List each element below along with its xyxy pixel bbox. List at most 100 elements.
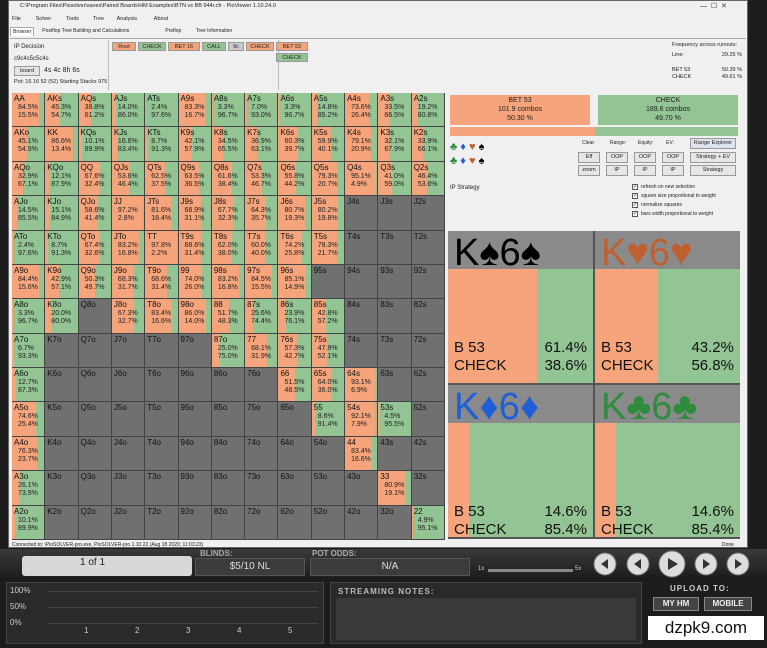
menu-item[interactable]: Analysis <box>116 16 138 22</box>
summary-box[interactable]: BET 53 101.9 combos 50.30 % <box>450 95 590 125</box>
hand-cell[interactable]: 93.1% 6.9% 64s <box>345 368 378 402</box>
hand-cell[interactable]: 86.0% 14.0% 98o <box>178 299 211 333</box>
hand-cell[interactable]: 72s <box>411 333 444 368</box>
hand-cell[interactable]: Q3o <box>78 471 111 505</box>
hand-cell[interactable]: 97.8% 2.2% TT <box>145 230 178 264</box>
hand-cell[interactable]: 2.4% 97.6% ATo <box>12 230 45 264</box>
playback-buttons[interactable] <box>590 550 750 580</box>
hand-cell[interactable]: J6o <box>111 368 145 402</box>
hand-cell[interactable]: 85o <box>211 402 245 436</box>
hand-cell[interactable]: 8.7% 91.3% KTs <box>145 127 178 161</box>
hand-cell[interactable]: 58.6% 41.4% QJo <box>78 196 111 230</box>
hand-cell[interactable]: 14.0% 86.0% AJs <box>111 93 145 127</box>
hand-cell[interactable]: 84.5% 15.5% AA <box>12 93 45 127</box>
hand-cell[interactable]: 95.1% 4.9% Q4s <box>345 161 378 196</box>
hand-cell[interactable]: 67.7% 32.3% J8s <box>211 196 245 230</box>
hand-cell[interactable]: 96o <box>178 368 211 402</box>
action-button[interactable]: CHECK <box>138 42 166 51</box>
hand-cell[interactable]: T2o <box>145 505 178 539</box>
window-controls[interactable]: — ☐ ✕ <box>700 3 727 10</box>
hand-cell[interactable]: 32.1% 67.9% K3s <box>378 127 411 161</box>
hand-cell[interactable]: 2.4% 97.6% ATs <box>145 93 178 127</box>
board-button[interactable]: board <box>14 66 40 76</box>
hand-cell[interactable]: 8.7% 91.3% KTo <box>45 230 78 264</box>
hand-cell[interactable]: J3s <box>378 196 411 230</box>
hand-cell[interactable]: 25.0% 75.0% 87o <box>211 333 245 368</box>
hand-cell[interactable]: 62.0% 38.0% T8s <box>211 230 245 264</box>
hand-cell[interactable]: 68.9% 31.1% J9s <box>178 196 211 230</box>
hand-cell[interactable]: T6o <box>145 368 178 402</box>
hand-cell[interactable]: J5o <box>111 402 145 436</box>
hand-cell[interactable]: 76.3% 23.7% A4o <box>12 436 45 471</box>
hand-cell[interactable]: 32o <box>378 505 411 539</box>
control-button[interactable]: zoom <box>578 165 600 176</box>
menu-item[interactable]: Solver <box>35 16 52 22</box>
hand-cell[interactable]: 64o <box>278 436 311 471</box>
hand-cell[interactable]: 74s <box>345 333 378 368</box>
hand-cell[interactable]: 38.8% 61.2% AQs <box>78 93 111 127</box>
hand-cell[interactable]: 67.6% 32.4% QQ <box>78 161 111 196</box>
tab[interactable]: Browser <box>10 27 35 36</box>
hand-cell[interactable]: 84.5% 15.5% 97s <box>245 264 278 299</box>
hand-cell[interactable]: 74.6% 25.4% A5o <box>12 402 45 436</box>
hand-slider[interactable] <box>22 556 192 576</box>
hand-cell[interactable]: 94o <box>178 436 211 471</box>
hand-cell[interactable]: 59.9% 40.1% K5s <box>311 127 345 161</box>
hand-cell[interactable]: 54o <box>311 436 345 471</box>
hand-cell[interactable]: 75o <box>245 402 278 436</box>
hand-cell[interactable]: 60.0% 40.0% T7s <box>245 230 278 264</box>
notes-box[interactable] <box>336 598 636 640</box>
hand-cell[interactable]: T3o <box>145 471 178 505</box>
card-box[interactable]: K♦6♦ B 53 CHECK 14.6% 85.4% <box>448 385 593 537</box>
hand-cell[interactable]: 20.0% 80.0% K8o <box>45 299 78 333</box>
hand-cell[interactable]: T5o <box>145 402 178 436</box>
hand-cell[interactable]: 51.7% 48.3% 88 <box>211 299 245 333</box>
range-explorer[interactable]: Range Explorer <box>690 138 736 149</box>
hand-cell[interactable]: 94s <box>345 264 378 299</box>
hand-cell[interactable]: 95o <box>178 402 211 436</box>
hand-cell[interactable]: K6o <box>45 368 78 402</box>
hand-cell[interactable]: J7o <box>111 333 145 368</box>
hand-cell[interactable]: 72o <box>245 505 278 539</box>
card-box[interactable]: K♣6♣ B 53 CHECK 14.6% 85.4% <box>595 385 740 537</box>
hand-cell[interactable]: 64.3% 35.7% J7s <box>245 196 278 230</box>
card-box[interactable]: K♠6♠ B 53 CHECK 61.4% 38.6% <box>448 231 593 383</box>
hand-cell[interactable]: 52o <box>311 505 345 539</box>
control-button[interactable]: Eff <box>578 152 600 163</box>
card-box[interactable]: K♥6♥ B 53 CHECK 43.2% 56.8% <box>595 231 740 383</box>
hand-cell[interactable]: 34.5% 65.5% K8s <box>211 127 245 161</box>
hand-cell[interactable]: 74.2% 25.8% T6s <box>278 230 311 264</box>
hand-cell[interactable]: 42.9% 57.1% K9o <box>45 264 78 299</box>
hand-cell[interactable]: 76o <box>245 368 278 402</box>
hand-cell[interactable]: 83.2% 16.8% 98s <box>211 264 245 299</box>
hand-cell[interactable]: 52s <box>411 402 444 436</box>
hand-cell[interactable]: 47.9% 52.1% 75s <box>311 333 345 368</box>
hand-cell[interactable]: 80.7% 19.3% J6s <box>278 196 311 230</box>
next-action-button[interactable]: CHECK <box>276 53 308 62</box>
hand-cell[interactable]: 26.1% 73.9% A3o <box>12 471 45 505</box>
hand-cell[interactable]: 83.4% 16.6% T8o <box>145 299 178 333</box>
hand-cell[interactable]: 92s <box>411 264 444 299</box>
hand-cell[interactable]: 95s <box>311 264 345 299</box>
hand-cell[interactable]: 83.4% 16.6% 44 <box>345 436 378 471</box>
hand-cell[interactable]: 68.6% 31.4% T9o <box>145 264 178 299</box>
control-button[interactable]: IP <box>606 165 628 176</box>
hand-cell[interactable]: 79.1% 20.9% K4s <box>345 127 378 161</box>
hand-cell[interactable]: J2s <box>411 196 444 230</box>
hand-cell[interactable]: 97.2% 2.8% JJ <box>111 196 145 230</box>
hand-cell[interactable]: Q8o <box>78 299 111 333</box>
hand-cell[interactable]: 83o <box>211 471 245 505</box>
hand-cell[interactable]: 8.6% 91.4% 55 <box>311 402 345 436</box>
hand-cell[interactable]: 63.5% 36.5% Q9s <box>178 161 211 196</box>
hand-cell[interactable]: 57.3% 42.7% 76s <box>278 333 311 368</box>
hand-cell[interactable]: 25.6% 74.4% 87s <box>245 299 278 333</box>
hand-cell[interactable]: 86o <box>211 368 245 402</box>
hand-cell[interactable]: T2s <box>411 230 444 264</box>
hand-cell[interactable]: 61.6% 38.4% Q8s <box>211 161 245 196</box>
hand-cell[interactable]: 3.3% 96.7% A6s <box>278 93 311 127</box>
menu-item[interactable]: File <box>12 16 21 22</box>
hand-cell[interactable]: 3.3% 96.7% A8o <box>12 299 45 333</box>
hand-cell[interactable]: 51.5% 48.5% 66 <box>278 368 311 402</box>
hand-cell[interactable]: 80.2% 19.8% J5s <box>311 196 345 230</box>
hand-cell[interactable]: 43o <box>345 471 378 505</box>
